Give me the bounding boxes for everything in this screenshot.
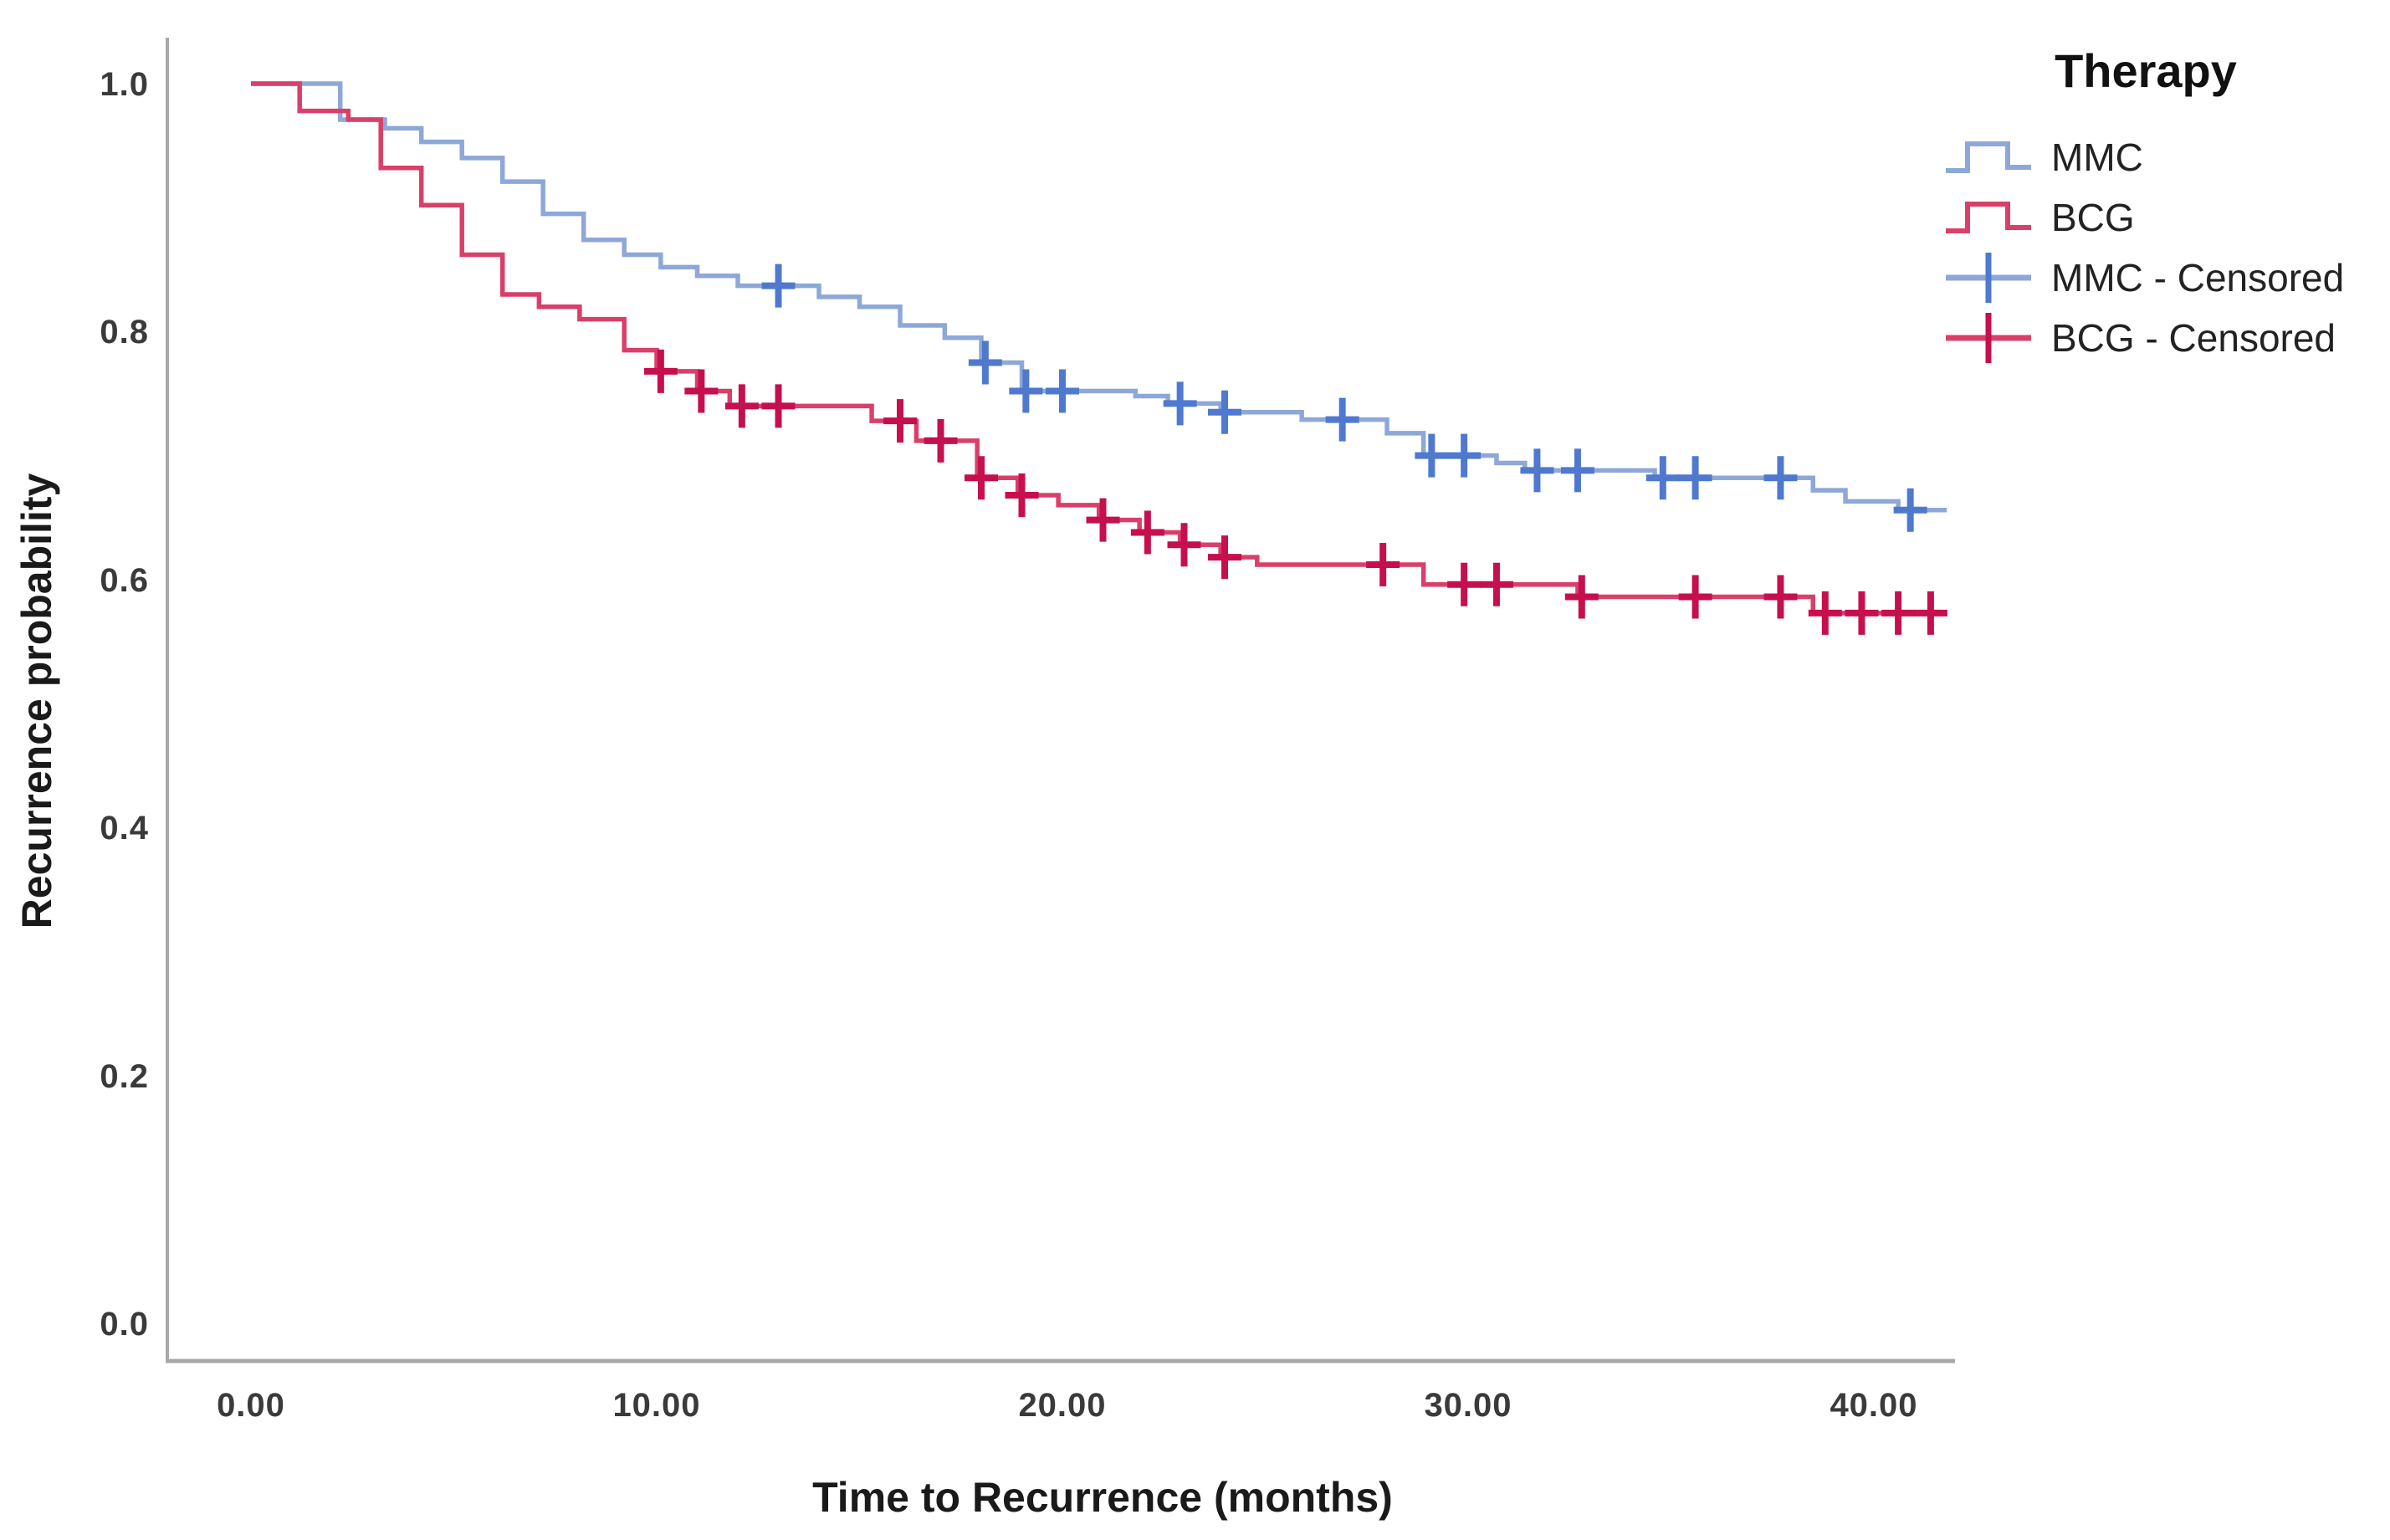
series-bcg-curve bbox=[251, 81, 1947, 616]
y-tick-label: 0.2 bbox=[100, 1058, 149, 1095]
y-tick-label: 0.6 bbox=[100, 562, 149, 599]
legend-item-mmc-censored: MMC - Censored bbox=[1916, 248, 2384, 308]
x-tick-label: 10.00 bbox=[612, 1387, 701, 1424]
legend-title: Therapy bbox=[2055, 44, 2237, 97]
mmc-censor-plus-icon bbox=[1946, 253, 2031, 303]
legend-item-bcg-censored: BCG - Censored bbox=[1916, 308, 2384, 368]
legend-label: BCG - Censored bbox=[2051, 316, 2336, 360]
series-mmc-curve bbox=[251, 81, 1947, 513]
x-axis-title: Time to Recurrence (months) bbox=[812, 1474, 1393, 1521]
mmc-step-line-icon bbox=[1946, 141, 2031, 173]
bcg-step-line-icon bbox=[1946, 202, 2031, 233]
x-tick-label: 30.00 bbox=[1424, 1387, 1512, 1424]
legend-label: BCG bbox=[2051, 196, 2135, 239]
y-tick-label: 0.8 bbox=[100, 314, 149, 350]
x-tick-label: 20.00 bbox=[1018, 1387, 1107, 1424]
x-tick-label: 0.00 bbox=[217, 1387, 285, 1424]
y-tick-label: 1.0 bbox=[100, 66, 149, 103]
y-axis-title: Recurrence probability bbox=[13, 473, 60, 929]
legend-label: MMC - Censored bbox=[2051, 256, 2345, 299]
bcg-censor-plus-icon bbox=[1946, 313, 2031, 363]
x-tick-label: 40.00 bbox=[1830, 1387, 1918, 1424]
legend-item-bcg: BCG bbox=[1916, 187, 2384, 248]
legend-label: MMC bbox=[2051, 136, 2143, 179]
legend-item-mmc: MMC bbox=[1916, 127, 2384, 187]
y-tick-label: 0.4 bbox=[100, 810, 149, 847]
y-tick-label: 0.0 bbox=[100, 1306, 149, 1343]
